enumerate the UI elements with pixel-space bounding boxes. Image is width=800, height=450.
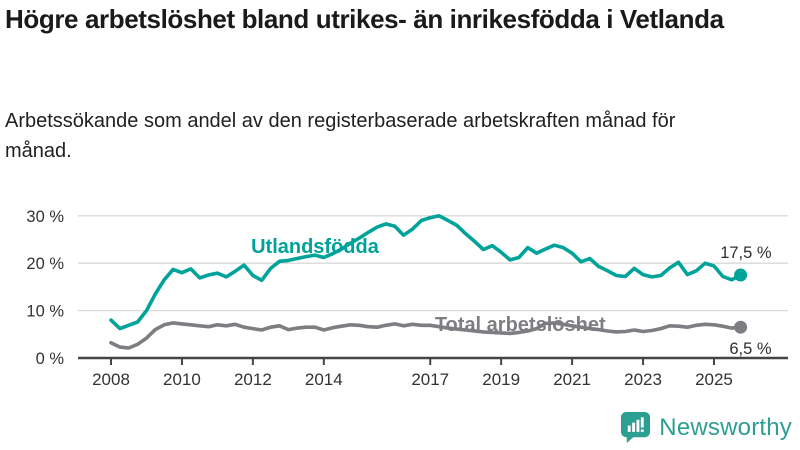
chart-subtitle: Arbetssökande som andel av den registerb… <box>5 110 676 162</box>
x-axis-tick-label: 2019 <box>482 370 520 389</box>
bar-chart-speech-bubble-icon <box>621 412 651 443</box>
x-axis-tick-label: 2023 <box>624 370 662 389</box>
newsworthy-logo: Newsworthy <box>620 411 792 444</box>
series-line-utlandsfodda <box>109 213 743 331</box>
x-axis-tick-label: 2008 <box>92 370 130 389</box>
x-axis-tick-label: 2012 <box>234 370 272 389</box>
series-end-value-label: 17,5 % <box>720 244 772 262</box>
y-axis-tick-label: 0 % <box>36 350 65 368</box>
y-axis-tick-label: 10 % <box>26 303 64 321</box>
series-inline-label: Utlandsfödda <box>251 236 380 258</box>
x-axis-tick-label: 2014 <box>305 370 343 389</box>
x-axis-tick-label: 2010 <box>163 370 201 389</box>
x-axis-tick-label: 2021 <box>553 370 591 389</box>
series-end-dot <box>734 268 748 282</box>
series-end-value-label: 6,5 % <box>729 340 772 358</box>
newsworthy-logo-text: Newsworthy <box>659 413 792 441</box>
unemployment-line-chart: 0 % 10 % 20 % 30 % 2008 2010 2012 2014 2017 2019 2… <box>26 208 788 389</box>
series-inline-label: Total arbetslöshet <box>435 314 606 336</box>
page-title: Högre arbetslöshet bland utrikes- än inr… <box>5 4 724 34</box>
series-line-total <box>109 321 743 350</box>
x-axis-tick-label: 2017 <box>411 370 449 389</box>
y-axis-tick-label: 20 % <box>26 255 64 273</box>
series-end-dot <box>734 320 748 334</box>
y-axis-tick-label: 30 % <box>26 208 64 226</box>
x-axis-tick-label: 2025 <box>695 370 733 389</box>
